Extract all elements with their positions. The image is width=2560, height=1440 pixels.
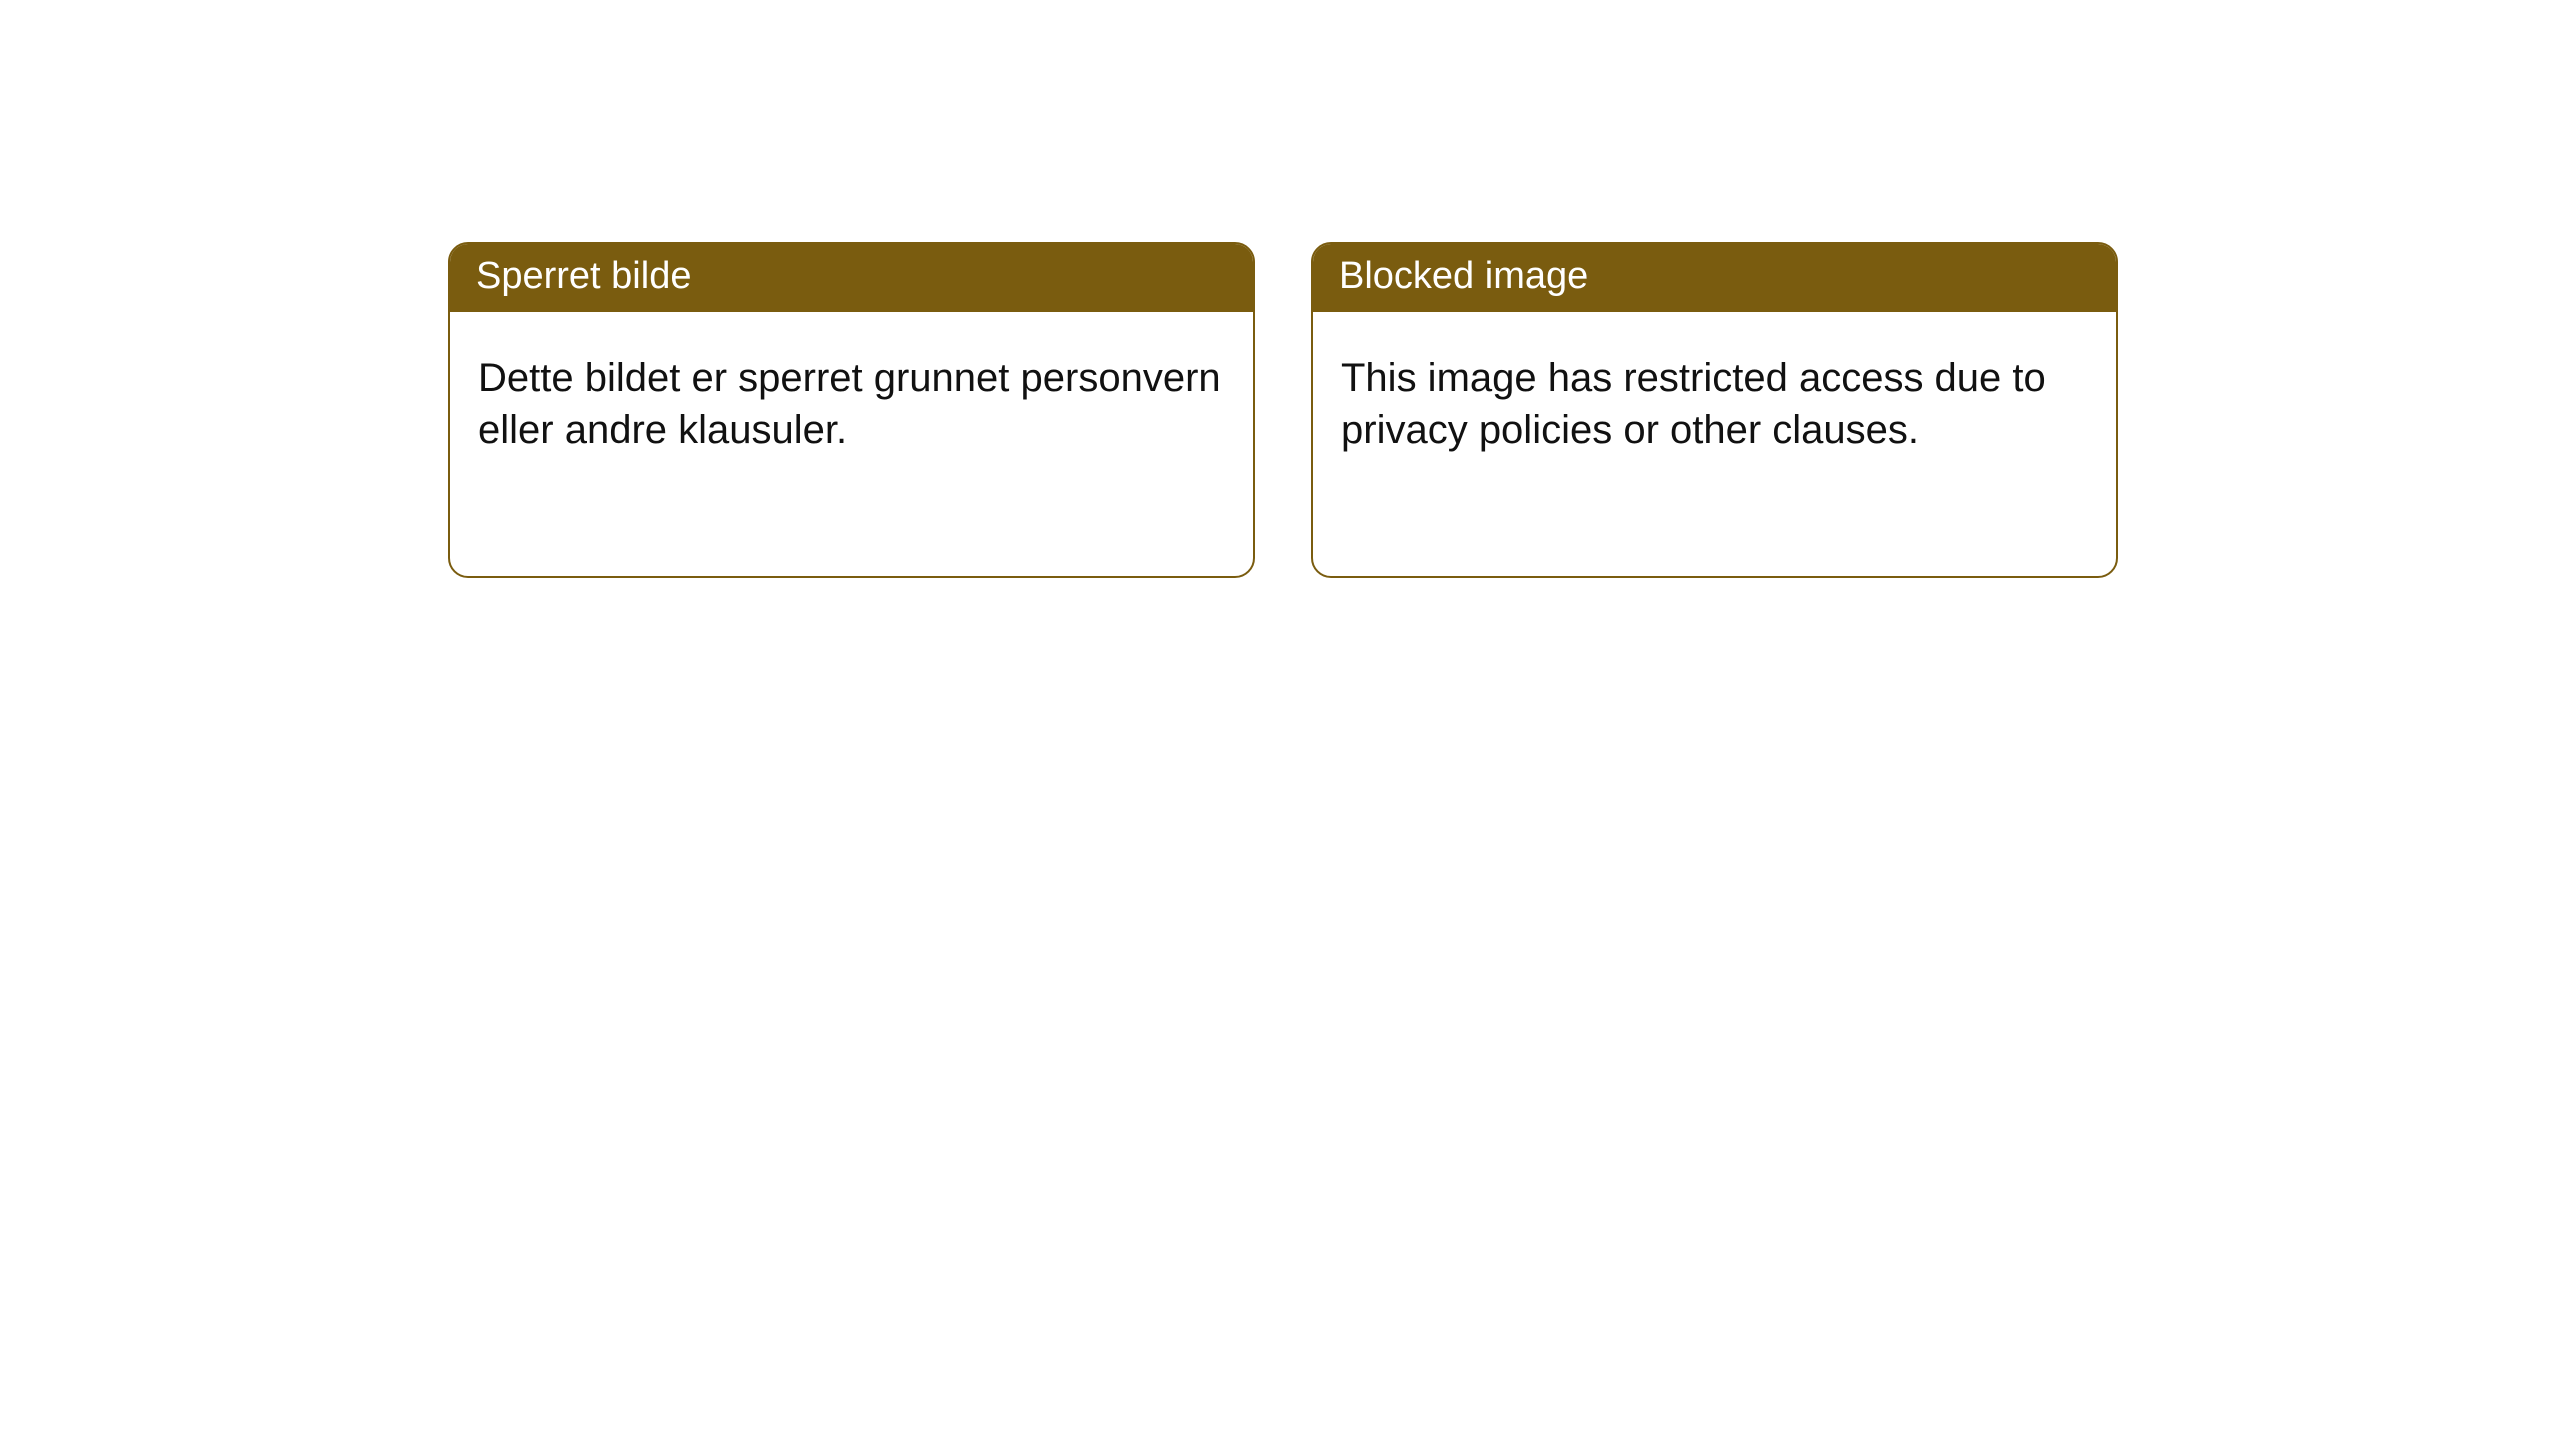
notice-title: Blocked image (1339, 255, 1588, 297)
notice-body-text: Dette bildet er sperret grunnet personve… (478, 352, 1225, 458)
notice-body-text: This image has restricted access due to … (1341, 352, 2088, 458)
notice-title: Sperret bilde (476, 255, 691, 297)
notice-card-norwegian: Sperret bilde Dette bildet er sperret gr… (448, 242, 1255, 578)
notice-card-body: Dette bildet er sperret grunnet personve… (450, 312, 1253, 576)
notice-card-header: Blocked image (1313, 244, 2116, 312)
notice-card-body: This image has restricted access due to … (1313, 312, 2116, 576)
blocked-image-notices: Sperret bilde Dette bildet er sperret gr… (448, 242, 2118, 578)
notice-card-english: Blocked image This image has restricted … (1311, 242, 2118, 578)
notice-card-header: Sperret bilde (450, 244, 1253, 312)
